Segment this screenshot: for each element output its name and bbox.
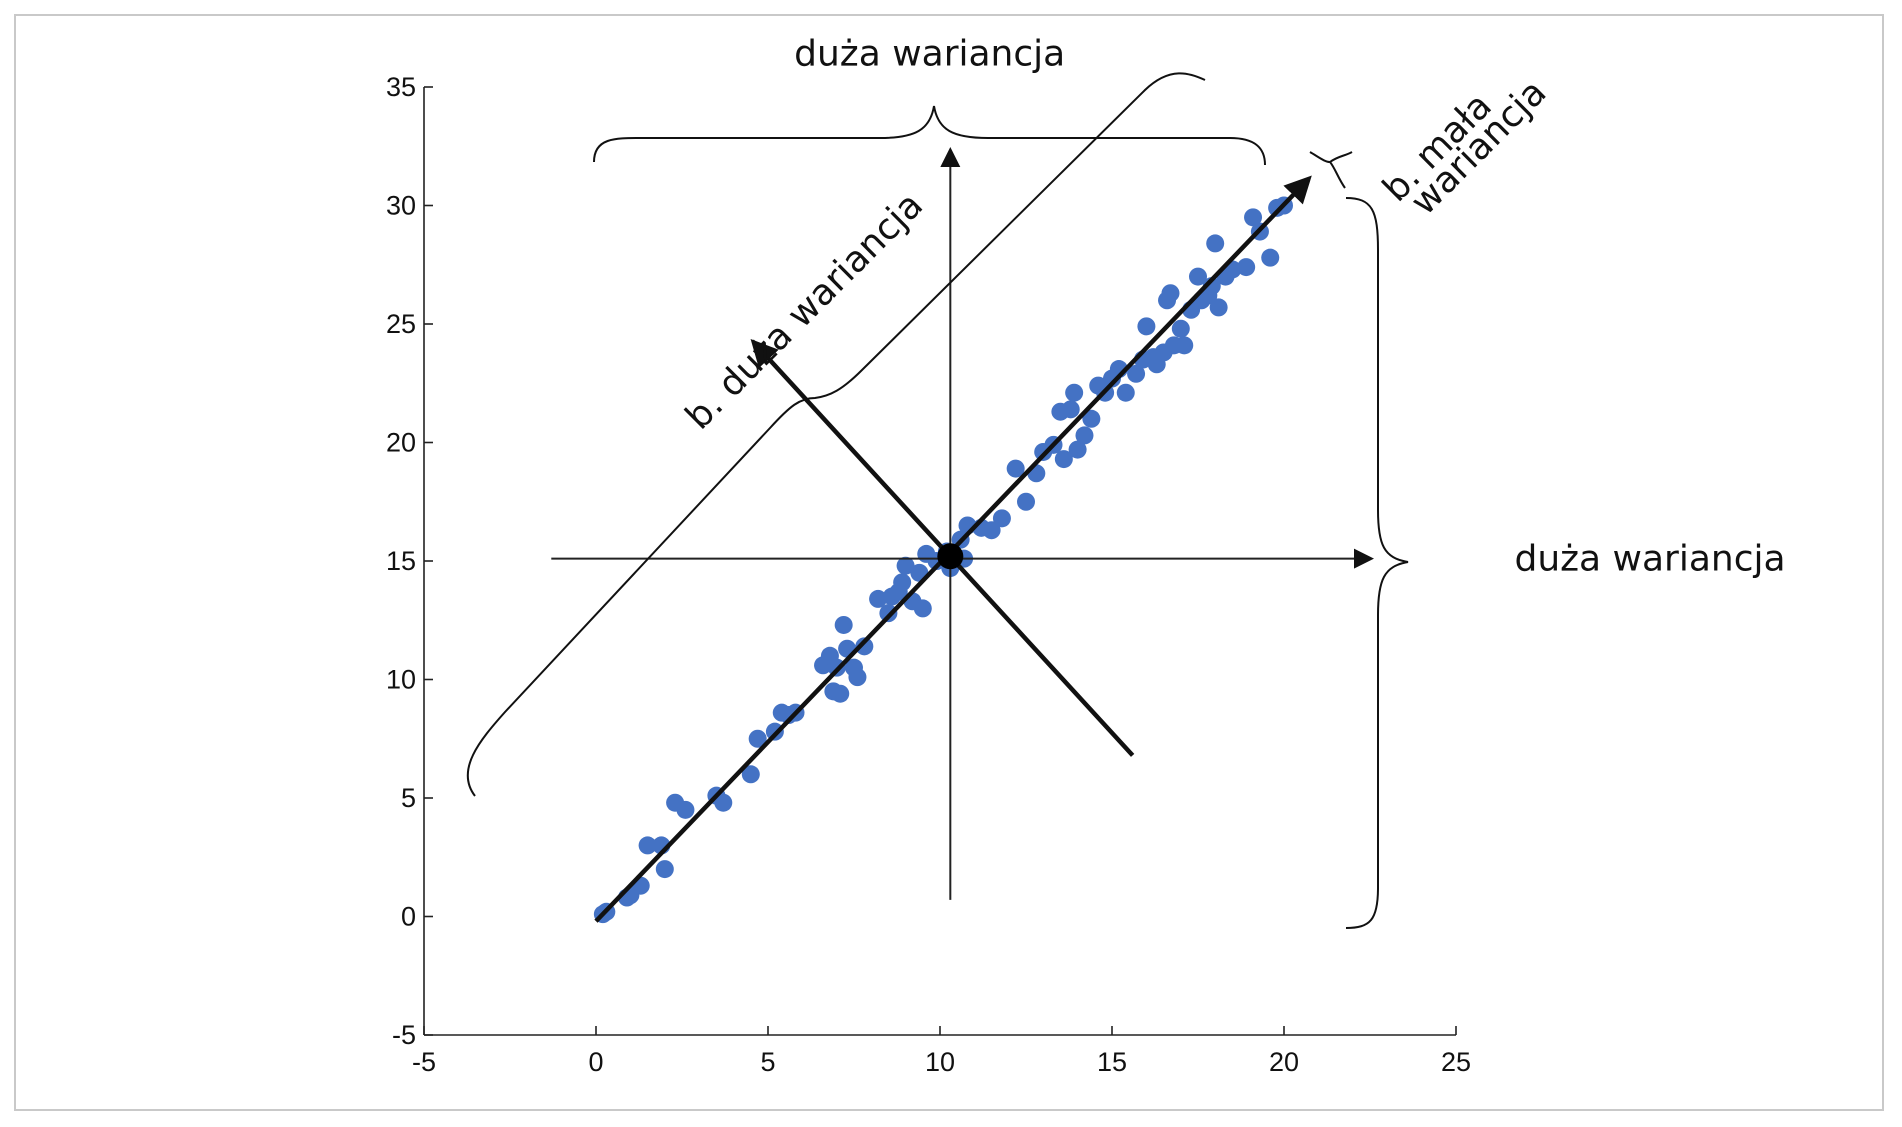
scatter-point [1261,248,1280,267]
scatter-point [1189,267,1207,286]
x-tick-label: -5 [412,1047,436,1077]
y-tick-label: 5 [401,783,416,813]
x-tick-label: 25 [1441,1047,1471,1077]
brace-right [1345,197,1409,929]
y-tick-label: 20 [386,428,416,458]
x-tick-label: 0 [588,1047,603,1077]
scatter-point [1171,319,1190,338]
scatter-point [1082,409,1101,428]
tick-group: -5 0 5 10 15 20 25 -5 0 5 10 15 20 25 30 35 [386,72,1471,1077]
scatter-point [869,589,888,608]
mean-point [937,543,964,570]
scatter-point [913,599,932,618]
scatter-point [893,573,912,592]
x-tick-label: 5 [760,1047,775,1077]
scatter-point [1209,298,1228,317]
scatter-point [1075,426,1094,445]
scatter-point [1068,440,1087,459]
x-tick-label: 15 [1097,1047,1127,1077]
scatter-point [714,793,733,812]
scatter-point [879,604,898,623]
scatter-point [1061,400,1080,419]
y-tick-label: 25 [386,309,416,339]
brace-top [593,105,1266,166]
scatter-point [1127,364,1146,383]
scatter-point [1206,234,1225,253]
scatter-point [655,860,674,879]
annotation-right-variance: duża wariancja [1514,538,1785,579]
scatter-point [1116,383,1135,402]
scatter-point [855,637,874,656]
scatter-point [638,836,657,855]
scatter-point [1065,383,1084,402]
scatter-point [748,729,767,748]
brace-small [1309,151,1353,189]
scatter-point [741,765,760,784]
scatter-point [676,800,695,819]
y-tick-label: 10 [386,665,416,695]
y-tick-label: 15 [386,546,416,576]
scatter-point [1244,208,1263,227]
scatter-point [1017,492,1035,511]
scatter-point [831,684,850,703]
scatter-point [982,521,1001,540]
scatter-point [848,668,867,687]
scatter-point [1175,336,1194,355]
x-tick-label: 20 [1269,1047,1299,1077]
scatter-point [834,615,853,634]
x-tick-label: 10 [925,1047,955,1077]
brace-diagonal [466,72,1206,797]
annotation-top-variance: duża wariancja [794,34,1065,75]
y-tick-label: 35 [386,72,416,102]
scatter-point [896,556,915,575]
scatter-point [992,509,1011,528]
y-tick-label: 0 [401,902,416,932]
scatter-point [1237,258,1256,277]
y-tick-label: 30 [386,191,416,221]
scatter-point [1006,459,1025,478]
scatter-point [1161,284,1180,303]
scatter-point [1137,317,1156,336]
y-tick-label: -5 [392,1020,416,1050]
scatter-point [1054,450,1073,469]
